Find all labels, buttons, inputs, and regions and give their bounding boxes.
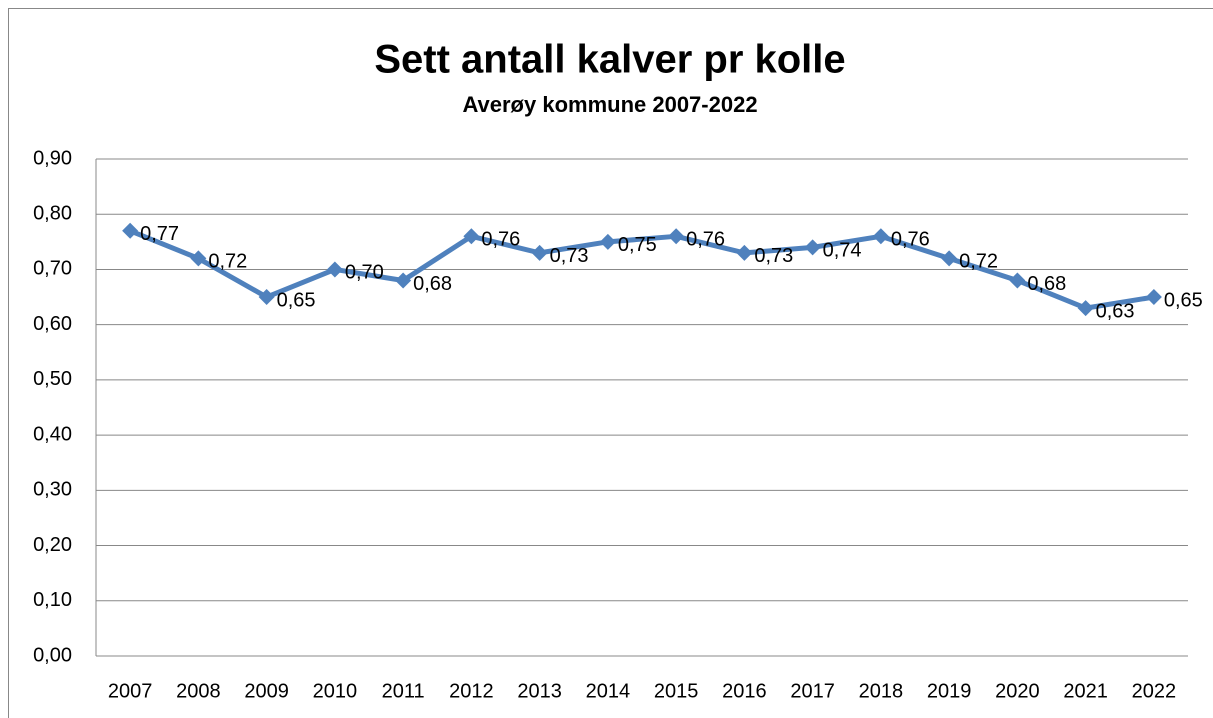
data-label: 0,77 (140, 223, 179, 245)
marker (1009, 272, 1026, 289)
x-tick-label: 2012 (449, 680, 494, 702)
y-tick-label: 0,60 (33, 313, 72, 335)
marker (190, 250, 207, 267)
x-tick-label: 2014 (586, 680, 631, 702)
y-tick-label: 0,30 (33, 479, 72, 501)
x-tick-label: 2021 (1063, 680, 1108, 702)
data-label: 0,65 (1164, 289, 1203, 311)
x-tick-label: 2009 (244, 680, 289, 702)
x-tick-label: 2011 (382, 680, 425, 702)
x-tick-label: 2018 (859, 680, 904, 702)
marker (872, 228, 889, 245)
marker (736, 244, 753, 261)
marker (395, 272, 412, 289)
marker (1077, 300, 1094, 317)
data-label: 0,76 (481, 229, 520, 251)
y-tick-label: 0,80 (33, 203, 72, 225)
data-label: 0,73 (550, 245, 589, 267)
y-tick-label: 0,50 (33, 368, 72, 390)
data-label: 0,74 (823, 240, 862, 262)
y-tick-label: 0,10 (33, 589, 72, 611)
data-label: 0,72 (208, 251, 247, 273)
marker (463, 228, 480, 245)
marker (326, 261, 343, 278)
x-tick-label: 2019 (927, 680, 972, 702)
data-label: 0,76 (686, 229, 725, 251)
data-label: 0,70 (345, 262, 384, 284)
y-tick-label: 0,90 (33, 147, 72, 169)
data-label: 0,68 (413, 273, 452, 295)
y-tick-label: 0,70 (33, 258, 72, 280)
chart-title: Sett antall kalver pr kolle (374, 38, 845, 82)
data-label: 0,65 (277, 289, 316, 311)
marker (258, 289, 275, 306)
data-label: 0,63 (1096, 300, 1135, 322)
data-label: 0,76 (891, 229, 930, 251)
x-tick-label: 2008 (176, 680, 221, 702)
x-tick-label: 2016 (722, 680, 767, 702)
y-tick-label: 0,20 (33, 534, 72, 556)
marker (531, 244, 548, 261)
data-label: 0,75 (618, 234, 657, 256)
marker (941, 250, 958, 267)
x-tick-label: 2007 (108, 680, 153, 702)
x-tick-label: 2015 (654, 680, 699, 702)
x-tick-label: 2022 (1132, 680, 1177, 702)
chart-border (8, 8, 1213, 718)
y-tick-label: 0,40 (33, 423, 72, 445)
x-tick-label: 2020 (995, 680, 1040, 702)
marker (804, 239, 821, 256)
marker (122, 222, 139, 239)
data-label: 0,72 (959, 251, 998, 273)
marker (668, 228, 685, 245)
marker (1145, 289, 1162, 306)
y-tick-label: 0,00 (33, 644, 72, 666)
series-line (129, 228, 1155, 311)
chart-subtitle: Averøy kommune 2007-2022 (462, 92, 757, 117)
data-label: 0,68 (1027, 273, 1066, 295)
x-tick-label: 2017 (790, 680, 835, 702)
data-label: 0,73 (754, 245, 793, 267)
marker (599, 233, 616, 250)
x-tick-label: 2013 (517, 680, 562, 702)
x-tick-label: 2010 (313, 680, 358, 702)
